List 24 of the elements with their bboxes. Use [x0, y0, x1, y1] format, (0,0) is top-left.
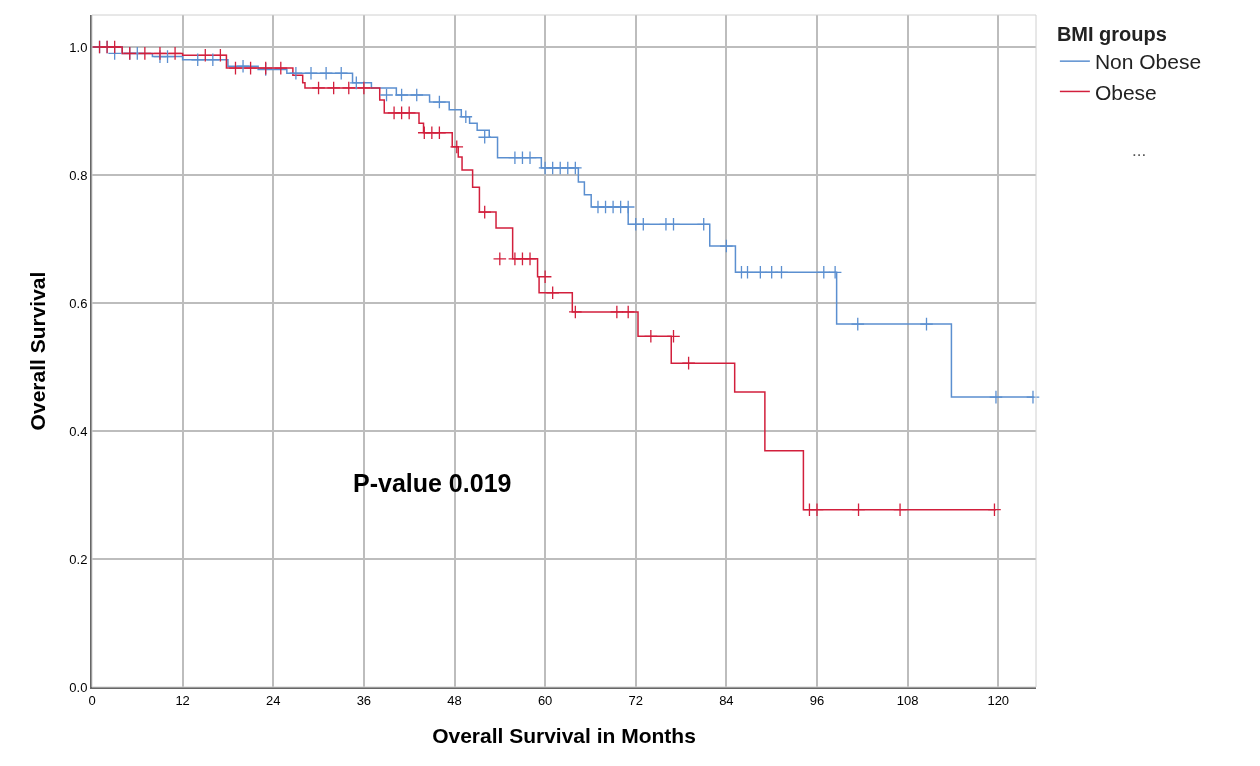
annotation: P-value 0.019 — [353, 469, 512, 497]
x-axis-title: Overall Survival in Months — [432, 724, 696, 748]
y-tick-label: 0.8 — [69, 167, 88, 183]
text: ... — [1132, 141, 1147, 160]
y-tick-label: 1.0 — [69, 39, 88, 55]
x-tick-label: 120 — [987, 692, 1010, 708]
y-axis-title: Overall Survival — [25, 271, 49, 431]
x-tick-label: 96 — [809, 692, 825, 708]
x-tick-label: 72 — [628, 692, 643, 708]
y-tick-label: 0.2 — [69, 551, 88, 567]
x-tick-label: 60 — [537, 692, 553, 708]
legend-label: Obese — [1094, 80, 1157, 104]
x-tick-label: 84 — [719, 692, 734, 708]
legend-title: BMI groups — [1056, 23, 1167, 45]
y-tick-label: 0.6 — [69, 295, 88, 311]
y-tick-label: 0.4 — [69, 423, 88, 439]
x-tick-label: 0 — [88, 692, 96, 708]
x-tick-label: 48 — [447, 692, 462, 708]
x-tick-label: 108 — [896, 692, 919, 708]
x-tick-label: 36 — [356, 692, 372, 708]
legend-label: Non Obese — [1094, 50, 1202, 74]
y-tick-label: 0.0 — [69, 679, 88, 695]
x-tick-label: 24 — [266, 692, 281, 708]
x-tick-label: 12 — [175, 692, 190, 708]
